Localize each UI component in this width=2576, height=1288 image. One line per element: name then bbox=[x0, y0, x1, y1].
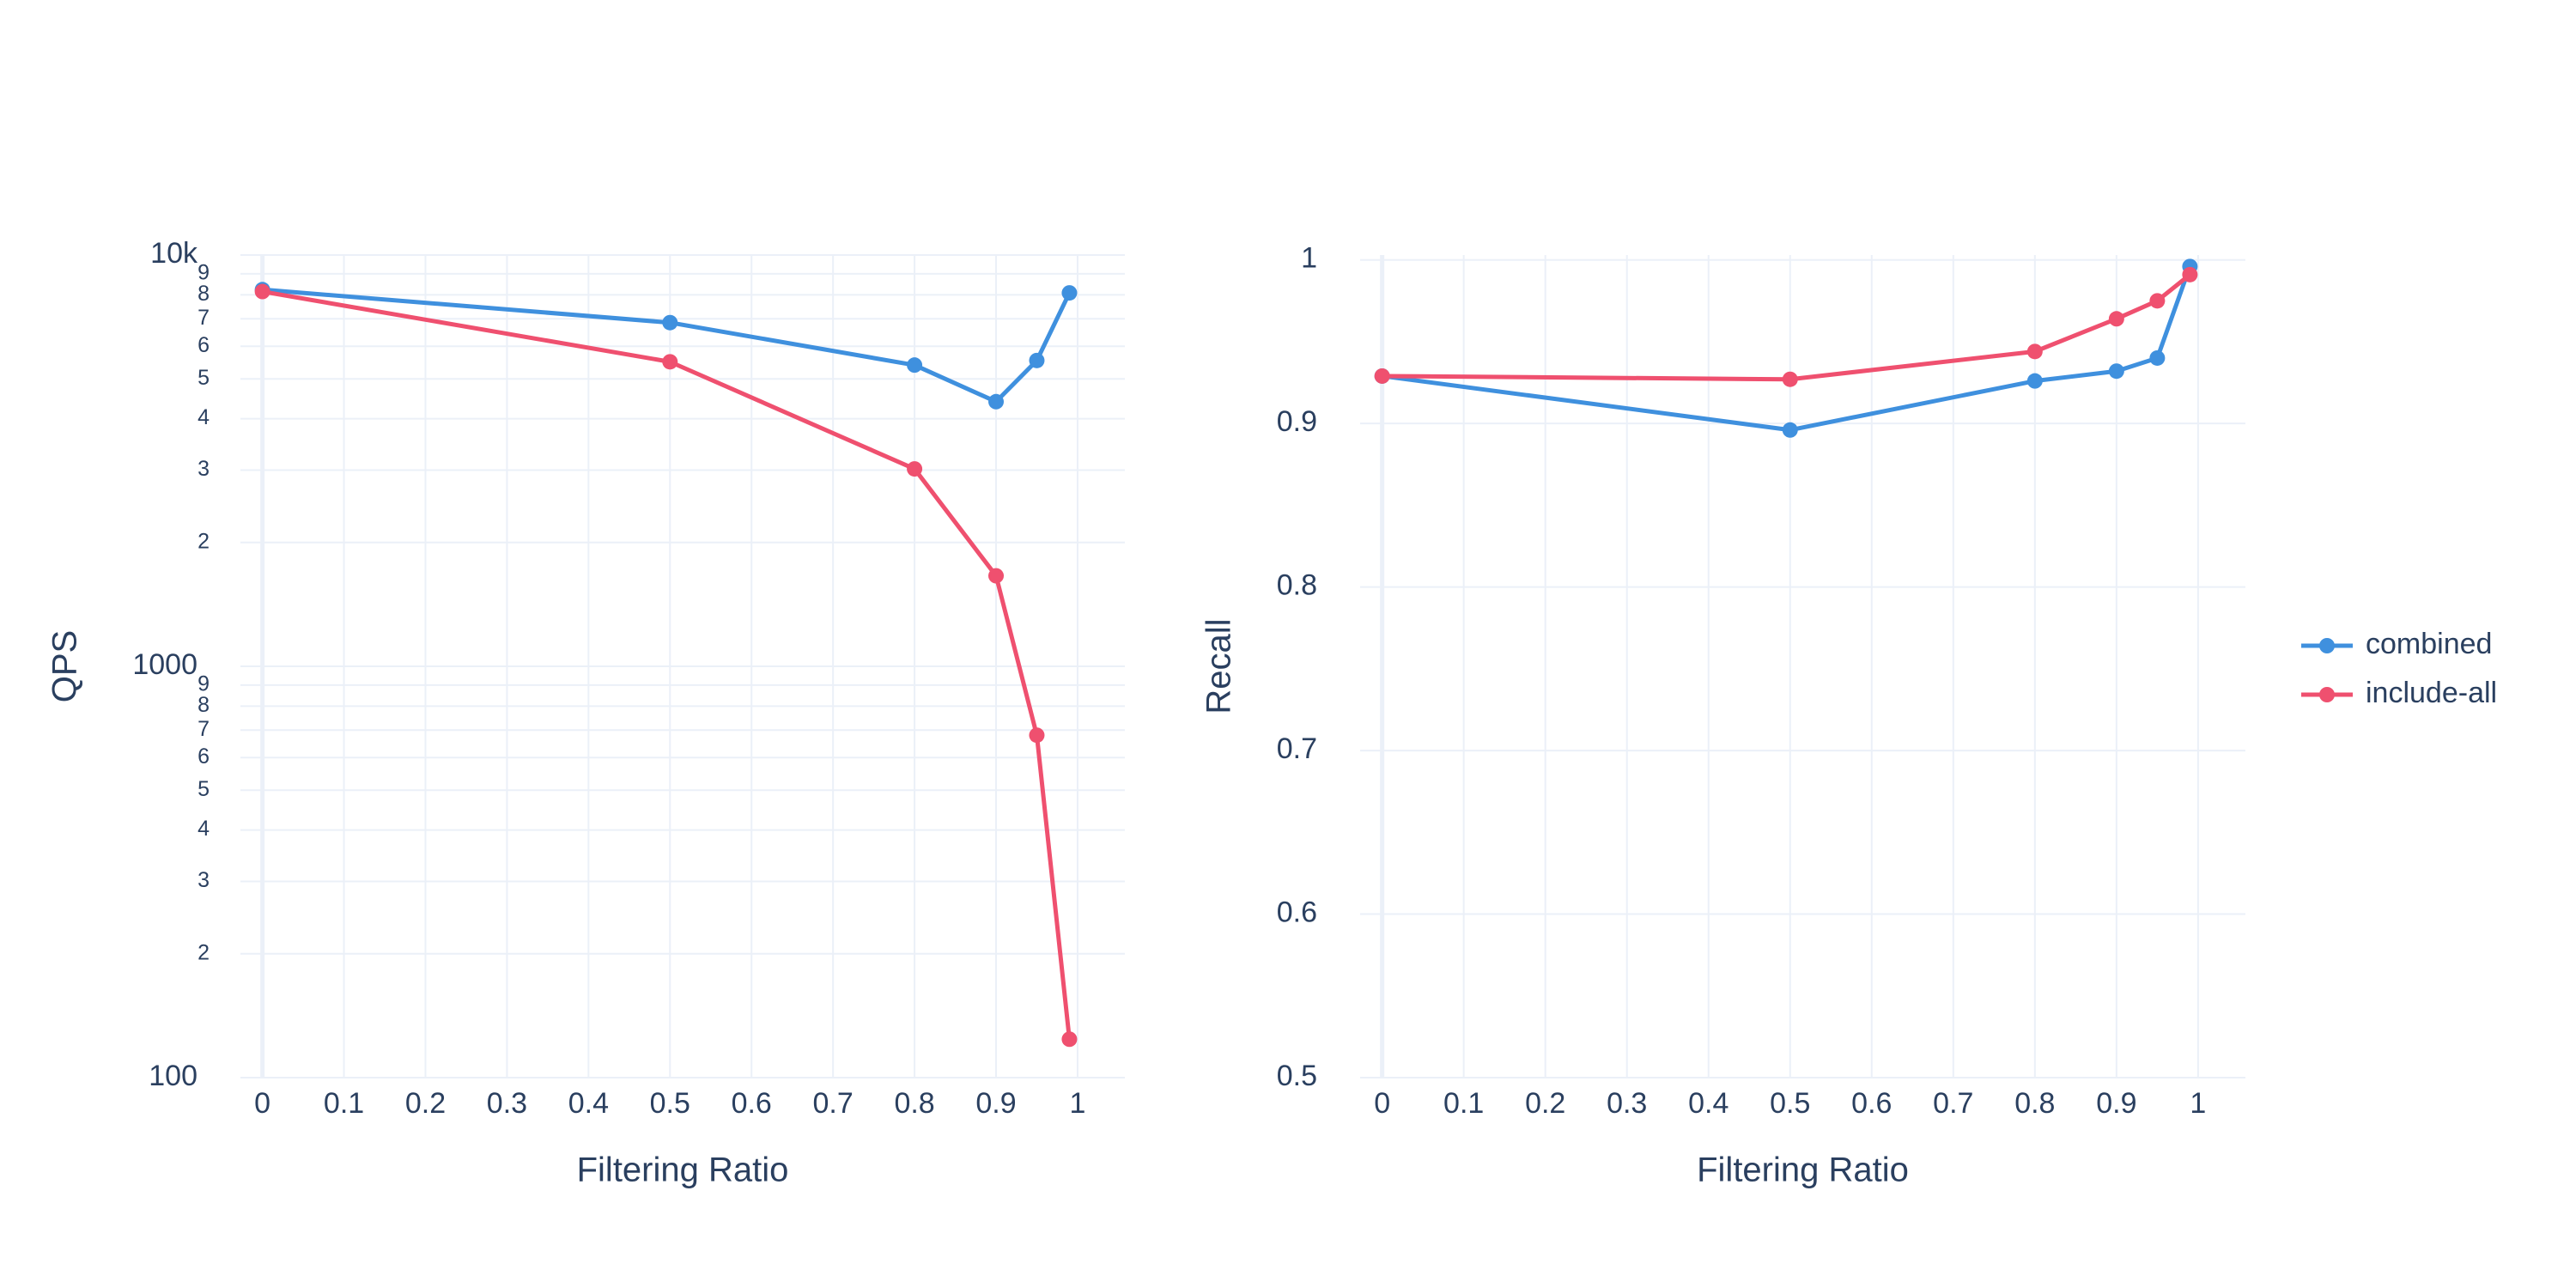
x-tick-label: 0.9 bbox=[975, 1087, 1016, 1120]
y-tick-label: 0.6 bbox=[1277, 896, 1317, 929]
x-tick-label: 0.7 bbox=[1933, 1087, 1973, 1120]
x-axis-title: Filtering Ratio bbox=[1697, 1151, 1909, 1189]
marker bbox=[988, 393, 1005, 410]
x-tick-label: 0.8 bbox=[894, 1087, 934, 1120]
x-tick-label: 0.2 bbox=[405, 1087, 446, 1120]
x-tick-label: 0.6 bbox=[1851, 1087, 1892, 1120]
y-tick-label: 3 bbox=[197, 457, 210, 481]
y-tick-label: 6 bbox=[197, 333, 210, 357]
x-tick-label: 0 bbox=[254, 1087, 270, 1120]
legend-label: include-all bbox=[2366, 677, 2497, 709]
marker bbox=[1374, 368, 1390, 384]
x-tick-label: 0.4 bbox=[1688, 1087, 1728, 1120]
chart: 0 0.1 0.2 0.3 0.4 0.5 0.6 0.7 0.8 0.9 1 0.5 0.6 0.7 0.… bbox=[1200, 242, 2498, 1189]
marker bbox=[1061, 285, 1078, 301]
marker bbox=[2149, 349, 2166, 366]
x-tick-label: 0.7 bbox=[813, 1087, 854, 1120]
y-axis-title: Recall bbox=[1200, 618, 1238, 714]
y-tick-label: 8 bbox=[197, 282, 210, 306]
series-line bbox=[1382, 265, 2192, 433]
y-tick-label: 9 bbox=[197, 672, 210, 696]
x-tick-label: 0.1 bbox=[1443, 1087, 1484, 1120]
y-tick-label: 0.7 bbox=[1277, 732, 1317, 765]
marker bbox=[2108, 363, 2124, 380]
marker bbox=[988, 568, 1005, 584]
y-tick-label: 5 bbox=[197, 366, 210, 390]
y-tick-label: 6 bbox=[197, 744, 210, 769]
marker bbox=[254, 283, 270, 300]
y-tick-label: 100 bbox=[149, 1060, 197, 1092]
x-axis-title: Filtering Ratio bbox=[577, 1151, 789, 1189]
y-tick-label: 0.8 bbox=[1277, 569, 1317, 602]
y-tick-label: 0.9 bbox=[1277, 405, 1317, 438]
marker bbox=[2026, 373, 2043, 389]
y-tick-label: 4 bbox=[197, 405, 210, 429]
series-line bbox=[262, 289, 1072, 1040]
marker bbox=[2026, 343, 2043, 360]
y-tick-label: 9 bbox=[197, 261, 210, 285]
marker bbox=[662, 314, 678, 331]
y-tick-label: 10k bbox=[150, 237, 198, 270]
marker bbox=[2108, 311, 2124, 327]
y-tick-label: 4 bbox=[197, 817, 210, 841]
x-tick-label: 0.3 bbox=[487, 1087, 527, 1120]
marker bbox=[1029, 727, 1045, 744]
x-tick-label: 0 bbox=[1374, 1087, 1390, 1120]
y-tick-label: 2 bbox=[197, 529, 210, 553]
marker bbox=[1061, 1031, 1078, 1048]
marker bbox=[1029, 352, 1045, 368]
y-tick-label: 7 bbox=[197, 306, 210, 330]
series-line bbox=[262, 287, 1072, 404]
y-axis-title: QPS bbox=[46, 630, 84, 702]
x-tick-label: 0.6 bbox=[732, 1087, 772, 1120]
chart: 0 0.1 0.2 0.3 0.4 0.5 0.6 0.7 0.8 0.9 110023456789… bbox=[46, 237, 1125, 1189]
x-tick-label: 0.1 bbox=[324, 1087, 364, 1120]
y-tick-label: 2 bbox=[197, 940, 210, 964]
x-tick-label: 1 bbox=[2190, 1087, 2206, 1120]
marker bbox=[1782, 422, 1798, 438]
x-tick-label: 1 bbox=[1069, 1087, 1085, 1120]
x-tick-label: 0.5 bbox=[1770, 1087, 1810, 1120]
y-tick-label: 5 bbox=[197, 777, 210, 801]
y-tick-label: 1000 bbox=[132, 648, 197, 681]
x-tick-label: 0.5 bbox=[650, 1087, 690, 1120]
x-tick-label: 0.3 bbox=[1607, 1087, 1647, 1120]
y-tick-label: 1 bbox=[1301, 242, 1317, 275]
y-tick-label: 7 bbox=[197, 717, 210, 741]
legend-marker bbox=[2319, 687, 2335, 702]
legend-marker bbox=[2319, 638, 2335, 653]
marker bbox=[1782, 371, 1798, 387]
series-line bbox=[1382, 272, 2191, 382]
x-tick-label: 0.9 bbox=[2096, 1087, 2136, 1120]
y-tick-label: 0.5 bbox=[1277, 1060, 1317, 1092]
marker bbox=[662, 354, 678, 370]
x-tick-label: 0.2 bbox=[1525, 1087, 1565, 1120]
legend-label: combined bbox=[2366, 628, 2492, 660]
marker bbox=[2182, 266, 2198, 283]
marker bbox=[2149, 293, 2166, 309]
x-tick-label: 0.4 bbox=[568, 1087, 609, 1120]
marker bbox=[907, 357, 923, 374]
x-tick-label: 0.8 bbox=[2014, 1087, 2055, 1120]
y-tick-label: 3 bbox=[197, 868, 210, 892]
y-tick-label: 8 bbox=[197, 693, 210, 717]
marker bbox=[907, 461, 923, 477]
